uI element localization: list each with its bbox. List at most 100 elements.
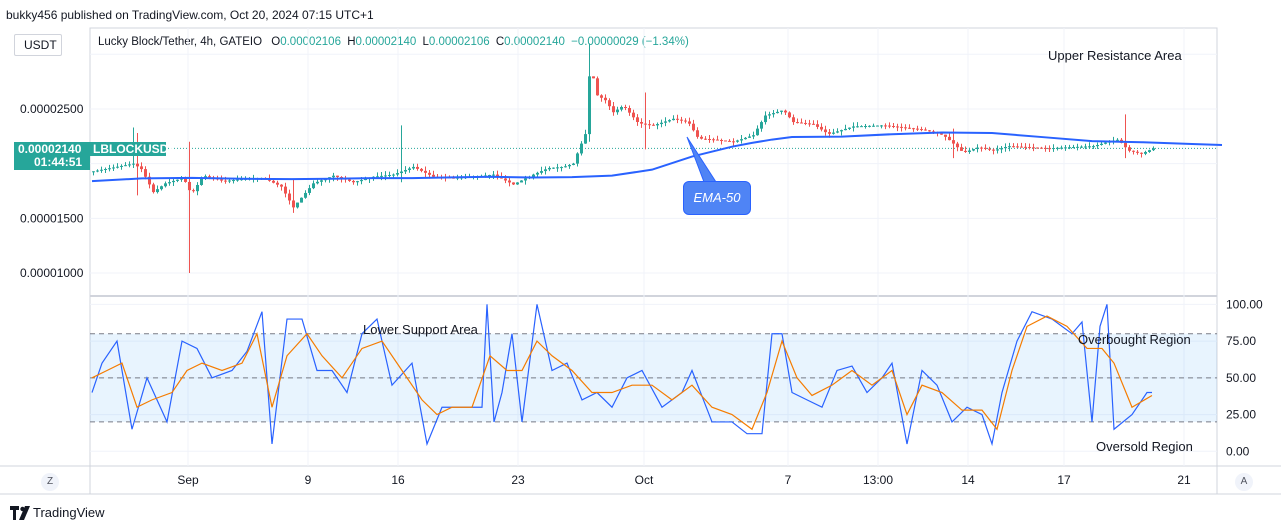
candle-body — [756, 128, 759, 136]
candle-body — [984, 147, 987, 149]
candle-body — [1088, 146, 1091, 148]
candle-body — [292, 200, 295, 208]
legend-l-label: L — [422, 36, 429, 48]
candle-body — [1044, 147, 1047, 149]
candle-body — [144, 169, 147, 177]
candle-body — [748, 136, 751, 138]
x-tick-label: 23 — [511, 473, 525, 487]
candle-body — [888, 125, 891, 127]
legend-symbol[interactable]: Lucky Block/Tether, 4h, GATEIO — [98, 36, 263, 48]
x-tick-label: 13:00 — [863, 473, 893, 487]
candle-body — [308, 188, 311, 193]
candle-body — [924, 129, 927, 131]
candle-body — [420, 168, 423, 171]
grid-lines — [90, 28, 1217, 466]
candle-body — [632, 112, 635, 118]
candle-body — [1048, 148, 1051, 150]
candle-body — [964, 150, 967, 152]
price-badge-countdown: 01:44:51 — [34, 155, 83, 169]
candle-body — [676, 118, 679, 120]
candle-body — [1068, 147, 1071, 149]
candle-body — [1092, 146, 1095, 148]
candle-body — [760, 122, 763, 129]
candle-body — [684, 120, 687, 122]
candle-body — [300, 197, 303, 203]
candle-body — [696, 130, 699, 137]
candle-body — [120, 165, 123, 167]
candle-body — [712, 139, 715, 141]
candle-body — [428, 172, 431, 175]
y-axis-ticks: 0.00002500 0.00001500 0.00001000 100.00 75.0… — [20, 102, 1263, 458]
candle-body — [220, 179, 223, 181]
candle-body — [608, 100, 611, 107]
candle-body — [812, 123, 815, 125]
osc-y-tick-label: 50.00 — [1226, 371, 1256, 385]
candle-body — [832, 132, 835, 134]
candle-body — [636, 117, 639, 123]
candle-body — [208, 176, 211, 178]
candle-body — [1116, 139, 1119, 141]
candle-body — [944, 134, 947, 137]
candle-body — [1028, 147, 1031, 149]
candle-body — [396, 173, 399, 175]
candle-body — [592, 76, 595, 79]
candle-body — [980, 147, 983, 149]
candle-body — [336, 175, 339, 177]
candle-body — [280, 184, 283, 187]
annotation-upper-resistance: Upper Resistance Area — [1048, 48, 1182, 63]
candle-body — [864, 126, 867, 128]
candle-body — [400, 171, 403, 174]
candle-body — [640, 122, 643, 124]
candle-body — [840, 130, 843, 132]
candle-body — [548, 167, 551, 170]
legend-o-value: 0.00002106 — [280, 36, 341, 48]
ema-line — [91, 131, 1223, 183]
candle-body — [652, 124, 655, 126]
candle-body — [276, 182, 279, 185]
legend-change: −0.00000029 (−1.34%) — [571, 36, 689, 48]
candle-body — [148, 176, 151, 185]
legend-l-value: 0.00002106 — [428, 36, 490, 48]
legend-h-value: 0.00002140 — [355, 36, 417, 48]
osc-y-tick-label: 75.00 — [1226, 334, 1256, 348]
candle-body — [956, 143, 959, 148]
candle-body — [412, 166, 415, 169]
candle-body — [860, 126, 863, 128]
candle-body — [804, 122, 807, 124]
candle-body — [1016, 146, 1019, 148]
candle-body — [408, 168, 411, 170]
candle-body — [524, 178, 527, 181]
candle-body — [312, 183, 315, 189]
candle-body — [604, 97, 607, 101]
legend-o-label: O — [271, 36, 281, 48]
candle-body — [136, 163, 139, 167]
candle-body — [904, 127, 907, 129]
candle-body — [880, 125, 883, 127]
candle-body — [284, 186, 287, 194]
candle-body — [380, 175, 383, 177]
candle-body — [664, 121, 667, 123]
osc-y-tick-label: 100.00 — [1226, 297, 1263, 311]
candle-body — [532, 174, 535, 177]
candle-body — [536, 172, 539, 175]
candle-body — [332, 175, 335, 178]
candle-body — [132, 163, 135, 165]
price-badge-price: 0.00002140 — [18, 142, 82, 156]
candle-body — [112, 167, 115, 169]
x-tick-label: Sep — [177, 473, 199, 487]
candle-body — [940, 133, 943, 135]
candle-body — [952, 140, 955, 144]
candle-body — [916, 128, 919, 130]
candle-body — [692, 123, 695, 131]
candle-body — [884, 125, 887, 127]
candle-body — [496, 174, 499, 177]
candle-body — [596, 78, 599, 96]
candle-body — [376, 176, 379, 178]
candle-body — [156, 189, 159, 193]
currency-button[interactable]: USDT — [14, 34, 62, 56]
tradingview-brand-text: TradingView — [33, 505, 105, 520]
candle-body — [628, 107, 631, 113]
z-button[interactable]: Z — [41, 473, 59, 491]
a-button[interactable]: A — [1235, 473, 1253, 491]
